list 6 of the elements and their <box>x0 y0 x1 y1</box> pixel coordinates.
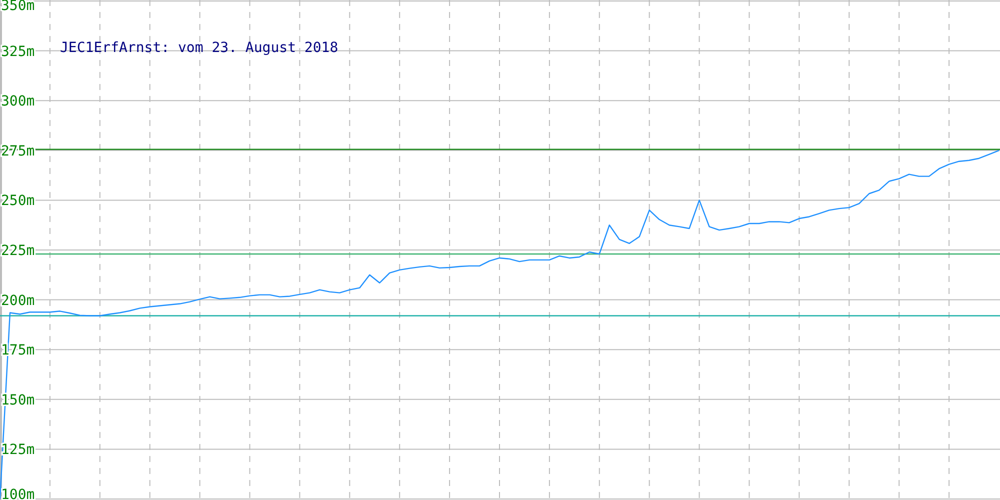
y-tick-label: 250m <box>1 193 35 210</box>
y-tick-label: 325m <box>1 44 35 60</box>
y-tick-label: 200m <box>1 292 35 309</box>
y-tick-label: 100m <box>1 487 35 500</box>
y-tick-label: 300m <box>1 94 35 110</box>
text: JEC1ErfArnst: vom 23. August 2018 <box>60 40 338 56</box>
